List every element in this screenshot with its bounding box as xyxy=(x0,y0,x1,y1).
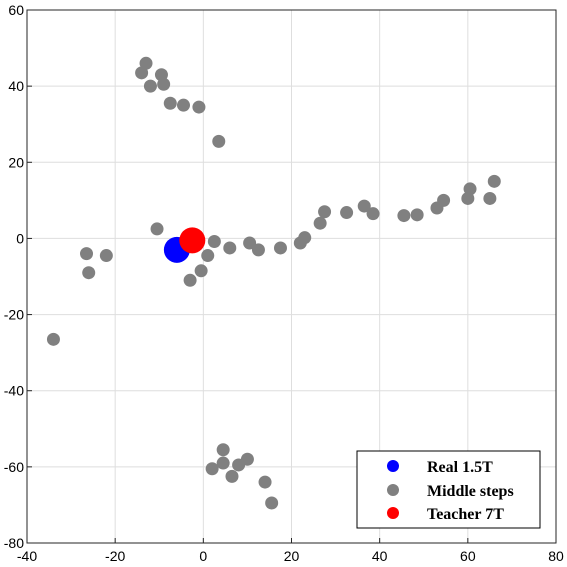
y-tick-label: 40 xyxy=(8,78,24,94)
x-tick-label: 80 xyxy=(548,548,564,564)
point-middle-steps xyxy=(243,236,257,250)
point-middle-steps xyxy=(150,222,164,236)
tick-labels: -40 -20 0 20 40 60 80 -80 -60 -40 -20 0 20 40 60 xyxy=(4,2,564,564)
point-teacher-7t xyxy=(179,227,206,254)
point-middle-steps xyxy=(223,241,237,255)
y-tick-label: -20 xyxy=(4,307,24,323)
legend-marker-real-1-5t xyxy=(387,460,399,472)
point-middle-steps xyxy=(163,96,177,110)
legend: Real 1.5T Middle steps Teacher 7T xyxy=(356,450,541,529)
x-tick-label: -40 xyxy=(17,548,37,564)
point-middle-steps xyxy=(265,496,279,510)
point-middle-steps xyxy=(357,199,371,213)
point-middle-steps xyxy=(207,234,221,248)
point-middle-steps xyxy=(176,98,190,112)
y-tick-label: -80 xyxy=(4,535,24,551)
x-tick-label: 0 xyxy=(199,548,207,564)
legend-label-real-1-5t: Real 1.5T xyxy=(427,459,493,476)
point-middle-steps xyxy=(318,205,332,219)
y-tick-label: 0 xyxy=(16,230,24,246)
point-middle-steps xyxy=(80,247,94,261)
point-middle-steps xyxy=(143,79,157,93)
legend-marker-middle-steps xyxy=(387,484,399,496)
point-middle-steps xyxy=(397,209,411,223)
x-tick-label: 60 xyxy=(460,548,476,564)
point-middle-steps xyxy=(298,231,312,245)
point-middle-steps xyxy=(139,56,153,70)
point-middle-steps xyxy=(82,266,96,280)
legend-label-teacher-7t: Teacher 7T xyxy=(427,506,504,523)
plot-area-border xyxy=(26,9,557,544)
y-tick-label: 60 xyxy=(8,2,24,18)
point-middle-steps xyxy=(487,174,501,188)
point-middle-steps xyxy=(463,182,477,196)
point-middle-steps xyxy=(205,462,219,476)
point-middle-steps xyxy=(366,207,380,221)
point-middle-steps xyxy=(240,452,254,466)
y-tick-label: -40 xyxy=(4,383,24,399)
point-middle-steps xyxy=(157,77,171,91)
point-middle-steps xyxy=(183,273,197,287)
x-tick-label: 40 xyxy=(372,548,388,564)
x-tick-label: 20 xyxy=(284,548,300,564)
point-middle-steps xyxy=(273,241,287,255)
point-middle-steps xyxy=(225,469,239,483)
point-middle-steps xyxy=(46,332,60,346)
x-tick-label: -20 xyxy=(105,548,125,564)
point-middle-steps xyxy=(313,216,327,230)
data-points xyxy=(46,56,501,510)
point-middle-steps xyxy=(251,243,265,257)
point-middle-steps xyxy=(201,249,215,263)
point-middle-steps xyxy=(99,249,113,263)
point-middle-steps xyxy=(437,193,451,207)
y-tick-label: 20 xyxy=(8,154,24,170)
point-middle-steps xyxy=(216,456,230,470)
y-tick-label: -60 xyxy=(4,459,24,475)
point-middle-steps xyxy=(258,475,272,489)
legend-marker-teacher-7t xyxy=(387,507,399,519)
point-middle-steps xyxy=(340,206,354,220)
point-middle-steps xyxy=(192,100,206,114)
point-middle-steps xyxy=(483,191,497,205)
legend-label-middle-steps: Middle steps xyxy=(427,483,514,500)
point-middle-steps xyxy=(212,134,226,148)
point-middle-steps xyxy=(194,264,208,278)
point-middle-steps xyxy=(216,443,230,457)
point-middle-steps xyxy=(410,208,424,222)
